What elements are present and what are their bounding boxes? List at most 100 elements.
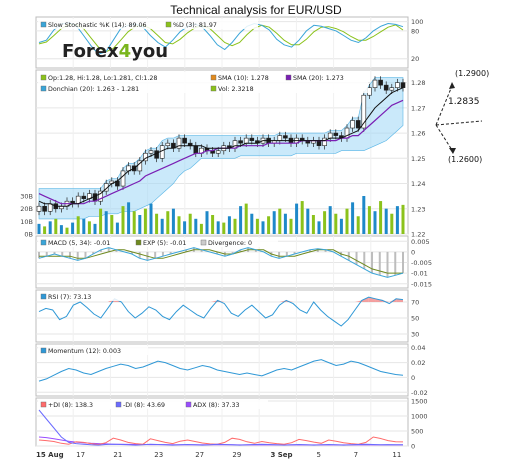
annotation-arrow-up [435, 85, 453, 126]
candle-body [165, 142, 171, 146]
dmi-tick-label: 500 [411, 428, 423, 436]
stochastic-legend-bg [38, 19, 258, 29]
candle-body [81, 195, 87, 199]
candle-body [243, 137, 249, 144]
forex4you-logo: Forex4you [62, 41, 168, 62]
volume-bar [87, 221, 91, 234]
momentum-legend-label: Momentum (12): 0.003 [48, 348, 121, 355]
stochastic-legend-d-swatch [165, 21, 172, 28]
price-legend-sma20-swatch [285, 74, 292, 81]
volume-bar [76, 216, 80, 234]
volume-bar [255, 218, 259, 234]
volume-bar [233, 218, 237, 234]
volume-bar [227, 216, 231, 234]
volume-bar [272, 211, 276, 234]
candle-body [36, 205, 42, 212]
momentum-tick-label: 0 [411, 374, 415, 382]
volume-bar [104, 211, 108, 234]
logo-text-b: you [131, 41, 168, 62]
stochastic-legend-k-swatch [40, 21, 47, 28]
volume-bar [289, 218, 293, 234]
volume-bar [205, 211, 209, 234]
x-tick-label: 5 [316, 451, 320, 459]
price-legend-donchian-label: Donchian (20): 1.263 - 1.281 [48, 86, 139, 93]
volume-bar [311, 215, 315, 234]
momentum-tick-label: 0.04 [411, 344, 425, 352]
candle-body [98, 190, 103, 202]
volume-bar [166, 211, 170, 234]
volume-bar [115, 222, 119, 234]
volume-bar [334, 213, 338, 234]
x-tick-label: 27 [195, 451, 204, 459]
price-legend-vol-label: Vol: 2.3218 [218, 86, 254, 93]
macd-legend-macd-swatch [40, 239, 47, 246]
candle-body [400, 82, 406, 88]
dmi-tick-label: 1500 [411, 398, 428, 406]
volume-bar [65, 227, 69, 234]
macd-legend-divergence-label: Divergence: 0 [208, 240, 252, 247]
price-tick-label: 1.24 [411, 180, 425, 188]
candle-body [182, 137, 187, 144]
x-tick-label: 11 [392, 451, 401, 459]
rsi-legend-label: RSI (7): 73.13 [48, 294, 91, 301]
sma10-line [38, 87, 404, 207]
stochastic-tick-label: 80 [411, 27, 419, 35]
candle-body [350, 120, 355, 129]
volume-bar [37, 223, 41, 234]
volume-bar [149, 203, 153, 234]
volume-bar [367, 206, 371, 234]
stochastic-legend-d-label: %D (3): 81.97 [173, 22, 217, 29]
minus-di-line [38, 409, 403, 446]
volume-bar [356, 216, 360, 234]
volume-bar [384, 208, 388, 234]
rsi-tick-label: 50 [411, 315, 419, 323]
stochastic-legend-k-label: Slow Stochastic %K (14): 89.06 [48, 22, 147, 29]
x-tick-label: 7 [354, 451, 358, 459]
volume-bar [222, 222, 226, 234]
volume-bar [177, 216, 181, 234]
price-legend-sma10-label: SMA (10): 1.278 [218, 75, 269, 82]
volume-bar [71, 222, 75, 234]
candle-body [154, 150, 159, 159]
macd-tick-label: 0 [411, 248, 415, 256]
annotation-arrowhead-up [449, 82, 455, 89]
x-tick-label: 29 [232, 451, 241, 459]
annotation-arrowhead-down [449, 148, 456, 154]
macd-legend-macd-label: MACD (5, 34): -0.01 [48, 240, 110, 247]
volume-bar [211, 215, 215, 234]
dmi-legend-plus-label: +DI (8): 138.3 [48, 402, 93, 409]
price-legend-ohlc-swatch [40, 74, 47, 81]
volume-bar [82, 218, 86, 234]
macd-legend-exp-swatch [135, 239, 142, 246]
rsi-overbought-fill [210, 300, 218, 302]
candle-body [327, 132, 333, 139]
x-tick-label: 17 [76, 451, 85, 459]
price-legend-vol-swatch [210, 85, 217, 92]
candle-body [383, 84, 389, 91]
logo-text-a: Forex [62, 41, 119, 62]
volume-bar [239, 206, 243, 234]
volume-bar [216, 221, 220, 234]
volume-bar [345, 208, 349, 234]
macd-tick-label: 0.005 [411, 238, 430, 246]
volume-bar [155, 213, 159, 234]
volume-bar [250, 213, 254, 234]
volume-bar [362, 196, 366, 234]
candle-body [316, 140, 322, 146]
rsi-overbought-fill [389, 298, 397, 302]
price-tick-label: 1.27 [411, 104, 425, 112]
macd-legend-exp-label: EXP (5): -0.01 [143, 240, 186, 247]
volume-bar [306, 208, 310, 234]
volume-bar [127, 202, 131, 234]
volume-bar [379, 201, 383, 234]
candle-body [355, 120, 361, 129]
momentum-legend-swatch [40, 347, 47, 354]
x-tick-label: 3 Sep [270, 451, 292, 459]
candle-body [137, 160, 143, 172]
volume-bar [323, 211, 327, 234]
volume-bar [99, 208, 103, 234]
candle-body [378, 79, 383, 86]
stochastic-tick-label: 100 [411, 18, 423, 26]
volume-bar [110, 215, 114, 234]
